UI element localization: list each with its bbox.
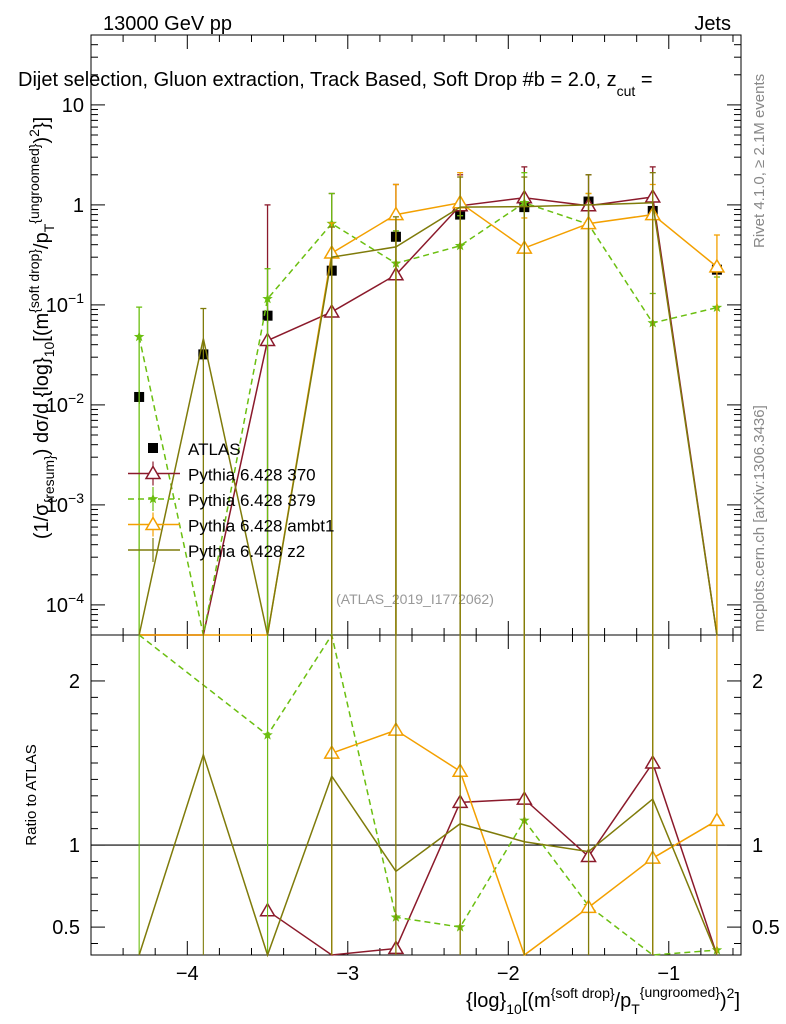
xlabel-sub-T: T (631, 1001, 640, 1017)
plot-title-tail: = (635, 69, 652, 91)
y-tick-label-base: 10 (46, 395, 68, 417)
ylabel-part-1: (1/σ (31, 503, 53, 539)
x-tick-label: −2 (497, 963, 520, 985)
y-tick-label: 10−3 (46, 490, 84, 517)
ylabel-sub-T: T (41, 223, 57, 232)
x-tick-label: −4 (176, 963, 199, 985)
y-tick-label: 10−2 (46, 390, 84, 417)
ylabel-sup-ungroomed: {ungroomed} (26, 143, 42, 224)
xlabel-sup-softdrop: {soft drop} (551, 985, 615, 1001)
pythia-6-428-ambt1-line (139, 201, 718, 636)
ylabel-sub-resum: {resum} (41, 455, 57, 504)
legend-pythia-6-428-379-label: Pythia 6.428 379 (188, 491, 316, 510)
legend-pythia-6-428-ambt1-marker (144, 516, 162, 531)
plot-title-cut: cut (617, 83, 636, 99)
legend-pythia-6-428-370-label: Pythia 6.428 370 (188, 466, 316, 485)
xlabel-sup-ungroomed: {ungroomed} (640, 984, 721, 1000)
ylabel-part-5: ) (31, 137, 53, 144)
xlabel-part-4: ) (720, 990, 727, 1012)
energy-label: 13000 GeV pp (103, 13, 232, 35)
y-tick-label: 1 (73, 195, 84, 217)
pythia-6-428-z2-ratio-line (138, 752, 718, 958)
y-tick-label-exponent: −1 (68, 290, 84, 306)
ratio-panel-data (91, 633, 741, 958)
y-tick-label: 10−4 (46, 590, 84, 617)
y-tick-label: 10−1 (46, 290, 84, 317)
ylabel-sup-softdrop: {soft drop} (26, 249, 42, 313)
legend-atlas-label: ATLAS (188, 440, 241, 459)
y-tick-label-exponent: −2 (68, 390, 84, 406)
ratio-y-axis-label: Ratio to ATLAS (23, 744, 40, 845)
ratio-y-tick-label-right: 0.5 (752, 917, 780, 939)
legend-pythia-6-428-379-marker (147, 493, 159, 504)
pythia-6-428-ambt1-point (708, 258, 726, 273)
rivet-version-label: Rivet 4.1.0, ≥ 2.1M events (751, 74, 768, 248)
ratio-y-tick-label-right: 1 (752, 835, 763, 857)
mcplots-label: mcplots.cern.ch [arXiv:1306.3436] (751, 405, 768, 632)
ratio-y-tick-label: 1 (69, 835, 80, 857)
xlabel-part-5: ] (734, 990, 740, 1012)
pythia-6-428-379-ratio-line (138, 633, 717, 956)
analysis-id-label: (ATLAS_2019_I1772062) (336, 591, 494, 607)
x-axis-label: {log}10[(m{soft drop}/pT{ungroomed})2] (466, 984, 740, 1017)
category-label: Jets (694, 13, 731, 35)
y-tick-label-exponent: −3 (68, 490, 84, 506)
ylabel-sup-2: 2 (26, 129, 42, 137)
legend-pythia-6-428-ambt1-label: Pythia 6.428 ambt1 (188, 517, 334, 536)
pythia-6-428-370-line (139, 196, 718, 636)
pythia-6-428-379-line (138, 201, 718, 636)
pythia-6-428-370-ratio-line (267, 761, 718, 956)
x-tick-label: −1 (657, 963, 680, 985)
legend-pythia-6-428-370-marker (144, 465, 162, 480)
ratio-y-tick-label: 2 (69, 671, 80, 693)
ylabel-part-3: [(m (31, 313, 53, 342)
pythia-6-428-379-point (133, 331, 145, 342)
y-tick-label-exponent: −4 (68, 590, 84, 606)
xlabel-part-3: /p (615, 990, 632, 1012)
plot-title-main: Dijet selection, Gluon extraction, Track… (18, 69, 617, 91)
pythia-6-428-379-point (262, 293, 273, 304)
top-panel-data (133, 166, 726, 636)
ylabel-part-4: /p (31, 232, 53, 249)
ylabel-sub-10: 10 (41, 341, 57, 357)
ratio-y-tick-label-right: 2 (752, 671, 763, 693)
pythia-6-428-ambt1-ratio-point (708, 811, 726, 827)
x-tick-label: −3 (336, 963, 359, 985)
pythia-6-428-379-ratio-point (262, 729, 273, 740)
legend: ATLAS Pythia 6.428 370 Pythia 6.428 379 Pyt… (128, 440, 334, 562)
ylabel-part-6: }] (31, 117, 53, 129)
ratio-y-tick-label: 0.5 (52, 917, 80, 939)
legend-atlas-marker (148, 443, 158, 453)
plot-title: Dijet selection, Gluon extraction, Track… (18, 69, 653, 99)
legend-pythia-6-428-z2-label: Pythia 6.428 z2 (188, 542, 305, 561)
top-y-axis-label: (1/σ{resum}) dσ/d {log}10[(m{soft drop}/… (26, 117, 57, 539)
y-tick-label-base: 10 (46, 295, 68, 317)
y-tick-label-base: 1 (73, 195, 84, 217)
y-tick-label-base: 10 (62, 95, 84, 117)
y-tick-label-base: 10 (46, 595, 68, 617)
y-tick-label-base: 10 (46, 495, 68, 517)
xlabel-part-1: {log} (466, 990, 506, 1012)
ylabel-part-2: ) dσ/d {log} (31, 357, 53, 455)
xlabel-sub-10: 10 (506, 1001, 522, 1017)
xlabel-sup-2: 2 (727, 985, 735, 1001)
xlabel-part-2: [(m (522, 990, 551, 1012)
ratio-panel-frame (90, 634, 742, 956)
pythia-6-428-z2-line (138, 202, 718, 636)
y-tick-label: 10 (62, 95, 84, 117)
